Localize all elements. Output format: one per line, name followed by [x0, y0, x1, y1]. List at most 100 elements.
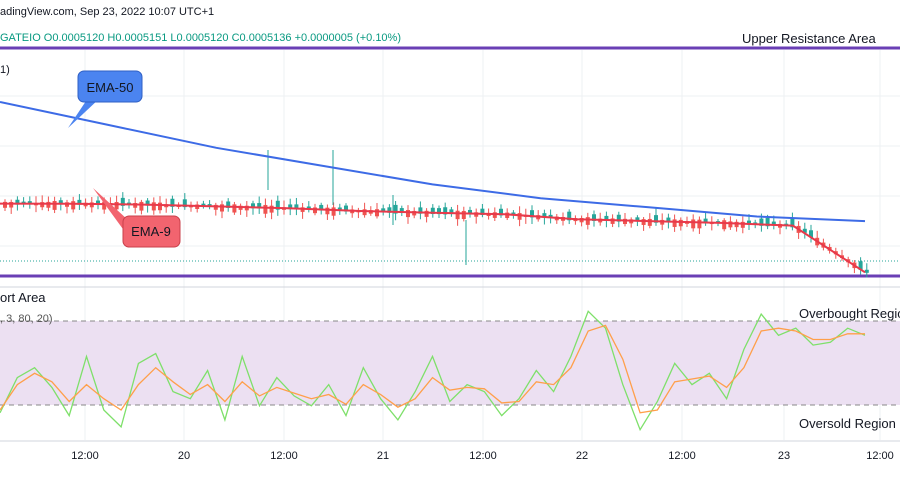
candle-down: [375, 209, 379, 217]
candle-down: [114, 201, 119, 210]
candle-up: [319, 204, 324, 211]
candle-up: [480, 208, 485, 215]
x-tick-label: 22: [576, 450, 588, 462]
candle-down: [9, 201, 14, 208]
candle-down: [740, 221, 745, 228]
candle-up: [747, 220, 751, 225]
upper-resistance-label: Upper Resistance Area: [742, 31, 876, 46]
candle-up: [226, 201, 231, 208]
candle-down: [585, 217, 590, 225]
candle-up: [430, 207, 435, 215]
candle-down: [517, 213, 522, 220]
candle-up: [170, 198, 175, 207]
candle-up: [393, 204, 398, 214]
candle-down: [455, 210, 460, 220]
overbought-label: Overbought Regio: [799, 306, 900, 321]
candle-up: [771, 221, 776, 226]
candle-down: [71, 201, 76, 210]
oversold-label: Oversold Region: [799, 416, 896, 431]
candle-down: [647, 218, 652, 226]
pane-fragment: 1): [0, 64, 10, 76]
support-area-label: ort Area: [0, 290, 46, 305]
candle-up: [809, 230, 813, 238]
candle-down: [158, 202, 162, 211]
price-pane: [0, 46, 900, 278]
candle-down: [102, 201, 107, 210]
candle-up: [344, 205, 348, 212]
candle-up: [592, 214, 596, 221]
x-axis: 12:00 20 12:00 21 12:00 22 12:00 23 12:00: [71, 450, 894, 462]
candle-up: [530, 210, 534, 218]
candle-down: [610, 218, 615, 224]
stoch-params: , 3, 80, 20): [0, 313, 53, 325]
candle-up: [765, 217, 770, 227]
x-tick-label: 23: [778, 450, 790, 462]
candle-up: [654, 215, 658, 223]
candle-up: [387, 207, 392, 213]
candle-up: [288, 204, 293, 210]
candle-down: [313, 207, 317, 214]
candle-down: [269, 205, 274, 213]
x-tick-label: 12:00: [866, 450, 894, 462]
stoch-d-line: [0, 324, 865, 414]
candle-up: [294, 204, 299, 210]
candle-up: [182, 199, 187, 208]
candle-up: [251, 203, 255, 209]
candle-down: [492, 212, 497, 218]
candle-down: [362, 209, 367, 216]
candle-down: [331, 207, 336, 216]
candle-down: [672, 219, 677, 227]
candle-up: [759, 218, 764, 226]
candle-down: [406, 210, 410, 218]
candle-up: [864, 269, 869, 273]
x-tick-label: 20: [178, 450, 190, 462]
ohlc-readout: GATEIO O0.0005120 H0.0005151 L0.0005120 …: [0, 32, 401, 44]
candle-down: [678, 219, 683, 227]
candle-up: [120, 197, 125, 206]
stochastic-pane: [0, 310, 900, 432]
candle-up: [337, 207, 342, 211]
ema50-label: EMA-50: [87, 80, 134, 95]
candle-up: [790, 218, 795, 228]
candle-up: [635, 217, 640, 222]
candle-up: [145, 200, 150, 206]
candle-down: [691, 219, 696, 229]
candle-up: [58, 200, 63, 205]
candle-up: [616, 214, 621, 222]
stoch-band: [0, 321, 900, 405]
candle-down: [728, 221, 733, 228]
ema9-line: [0, 202, 866, 274]
candle-up: [604, 215, 609, 221]
candle-down: [461, 210, 466, 220]
candle-down: [151, 202, 156, 211]
candle-down: [325, 207, 330, 215]
candle-up: [449, 209, 454, 215]
source-line: adingView.com, Sep 23, 2022 10:07 UTC+1: [0, 6, 215, 18]
candle-down: [641, 219, 646, 225]
candle-down: [263, 204, 268, 214]
candle-up: [257, 203, 262, 209]
candle-up: [443, 207, 448, 215]
candle-up: [666, 217, 671, 223]
candle-up: [542, 213, 547, 218]
candle-down: [139, 201, 144, 211]
candle-up: [468, 209, 472, 215]
ema9-label: EMA-9: [131, 224, 171, 239]
candle-up: [77, 199, 82, 205]
ema50-callout: EMA-50: [68, 70, 143, 128]
candle-down: [232, 204, 237, 213]
candle-up: [96, 200, 100, 205]
x-tick-label: 12:00: [668, 450, 696, 462]
ema50-line: [0, 101, 866, 223]
candle-up: [15, 199, 20, 205]
candle-up: [802, 228, 807, 233]
candle-up: [275, 200, 280, 210]
candle-down: [3, 201, 7, 208]
candle-up: [437, 208, 441, 215]
x-tick-label: 12:00: [469, 450, 497, 462]
x-tick-label: 12:00: [71, 450, 99, 462]
candle-down: [697, 219, 702, 229]
candle-up: [499, 208, 503, 216]
candle-up: [399, 208, 404, 213]
